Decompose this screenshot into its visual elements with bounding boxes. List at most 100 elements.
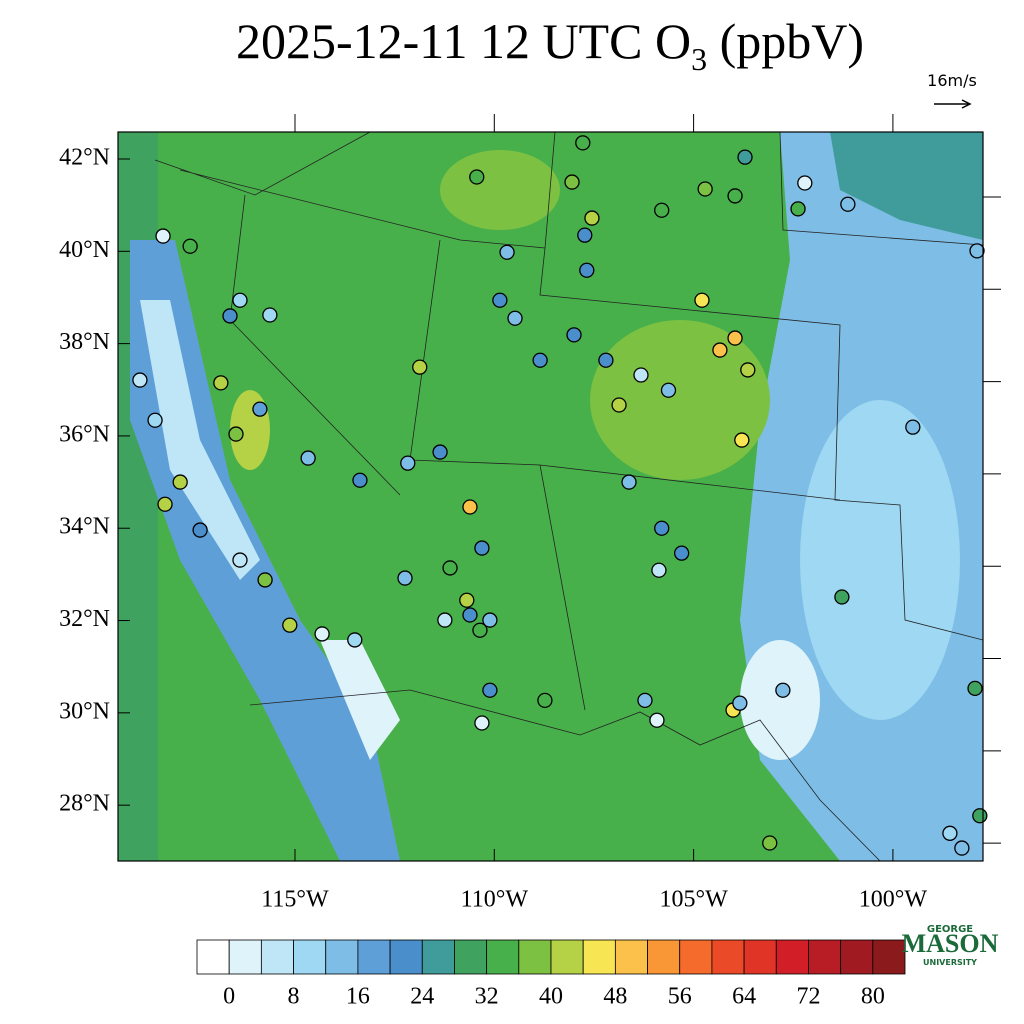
station bbox=[397, 570, 413, 586]
lon-tick-label: 100°W bbox=[859, 887, 928, 913]
station bbox=[834, 589, 850, 605]
station bbox=[637, 692, 653, 709]
title-subscript: 3 bbox=[691, 41, 707, 77]
station bbox=[611, 397, 627, 413]
station bbox=[347, 632, 363, 648]
station bbox=[967, 680, 983, 697]
station bbox=[232, 552, 248, 568]
colorbar-box bbox=[550, 939, 584, 975]
map-field bbox=[118, 132, 983, 861]
colorbar-box bbox=[454, 939, 488, 975]
station bbox=[132, 372, 148, 388]
map-frame bbox=[117, 131, 984, 862]
station bbox=[252, 401, 268, 417]
station bbox=[412, 359, 428, 375]
station bbox=[969, 243, 985, 259]
station bbox=[482, 682, 498, 698]
lon-tick-label: 110°W bbox=[461, 887, 529, 913]
lat-tick-label: 38°N bbox=[59, 329, 110, 355]
station bbox=[633, 367, 649, 383]
station bbox=[790, 201, 806, 217]
station bbox=[352, 472, 368, 488]
colorbar-box bbox=[808, 939, 842, 975]
station bbox=[734, 432, 750, 448]
station bbox=[532, 352, 548, 368]
station bbox=[579, 262, 595, 278]
station bbox=[575, 135, 591, 151]
colorbar-tick-label: 40 bbox=[539, 984, 563, 1010]
colorbar-box bbox=[679, 939, 713, 975]
lat-tick-label: 34°N bbox=[59, 514, 110, 540]
lat-tick-label: 28°N bbox=[59, 791, 110, 817]
station bbox=[469, 169, 485, 185]
logo-bottom: UNIVERSITY bbox=[923, 958, 977, 967]
colorbar-tick-label: 8 bbox=[288, 984, 300, 1010]
station bbox=[222, 308, 238, 324]
colorbar-box bbox=[260, 939, 294, 975]
colorbar-tick-label: 0 bbox=[223, 984, 235, 1010]
station bbox=[232, 292, 248, 308]
station bbox=[762, 835, 778, 851]
colorbar-box bbox=[421, 939, 455, 975]
station bbox=[462, 499, 478, 515]
lon-tick-label: 115°W bbox=[261, 887, 329, 913]
station bbox=[459, 592, 475, 608]
colorbar-box bbox=[775, 939, 809, 975]
station bbox=[654, 202, 670, 218]
field-valley bbox=[320, 640, 400, 760]
station bbox=[472, 622, 488, 638]
lat-tick-label: 42°N bbox=[59, 145, 110, 171]
station bbox=[972, 808, 988, 824]
station bbox=[157, 496, 173, 512]
station bbox=[172, 474, 188, 490]
stations bbox=[132, 135, 988, 856]
colorbar-box bbox=[840, 939, 874, 975]
station bbox=[942, 825, 958, 841]
station bbox=[621, 474, 637, 490]
station bbox=[257, 572, 273, 588]
colorbar-tick-label: 80 bbox=[861, 984, 885, 1010]
colorbar-box bbox=[357, 939, 391, 975]
colorbar-tick-label: 72 bbox=[796, 984, 820, 1010]
station bbox=[740, 362, 756, 378]
logo-main: MASON bbox=[902, 929, 999, 958]
colorbar-box bbox=[711, 939, 745, 975]
station bbox=[660, 382, 677, 398]
colorbar: 0 8 16 24 32 40 48 56 64 72 80 bbox=[196, 939, 906, 1010]
field-north bbox=[830, 132, 983, 240]
station bbox=[727, 188, 743, 204]
lat-tick-label: 30°N bbox=[59, 698, 110, 724]
station bbox=[314, 626, 330, 642]
station bbox=[155, 228, 171, 244]
colorbar-tick-label: 48 bbox=[603, 984, 627, 1010]
station bbox=[697, 181, 713, 197]
logo: GEORGE MASON UNIVERSITY bbox=[902, 924, 999, 967]
field-valley bbox=[130, 240, 400, 861]
station bbox=[462, 607, 478, 623]
title-text: 2025-12-11 12 UTC O bbox=[236, 13, 691, 69]
station bbox=[797, 175, 813, 191]
station bbox=[507, 310, 523, 326]
station bbox=[673, 545, 690, 561]
title-text: (ppbV) bbox=[707, 13, 864, 69]
colorbar-tick-label: 32 bbox=[475, 984, 499, 1010]
colorbar-box bbox=[228, 939, 262, 975]
station bbox=[577, 227, 593, 243]
station bbox=[300, 450, 316, 466]
wind-reference-arrowhead bbox=[961, 99, 972, 109]
lon-tick-label: 105°W bbox=[659, 887, 728, 913]
field-valley bbox=[140, 300, 260, 580]
station bbox=[905, 419, 921, 435]
colorbar-box bbox=[486, 939, 520, 975]
station bbox=[432, 444, 448, 460]
colorbar-box bbox=[872, 939, 906, 975]
station bbox=[649, 712, 665, 728]
colorbar-box bbox=[196, 939, 230, 975]
station bbox=[442, 560, 458, 576]
colorbar-box bbox=[743, 939, 777, 975]
field-low bbox=[740, 640, 820, 760]
lat-tick-label: 32°N bbox=[59, 606, 110, 632]
station bbox=[727, 330, 743, 346]
station bbox=[694, 292, 710, 308]
